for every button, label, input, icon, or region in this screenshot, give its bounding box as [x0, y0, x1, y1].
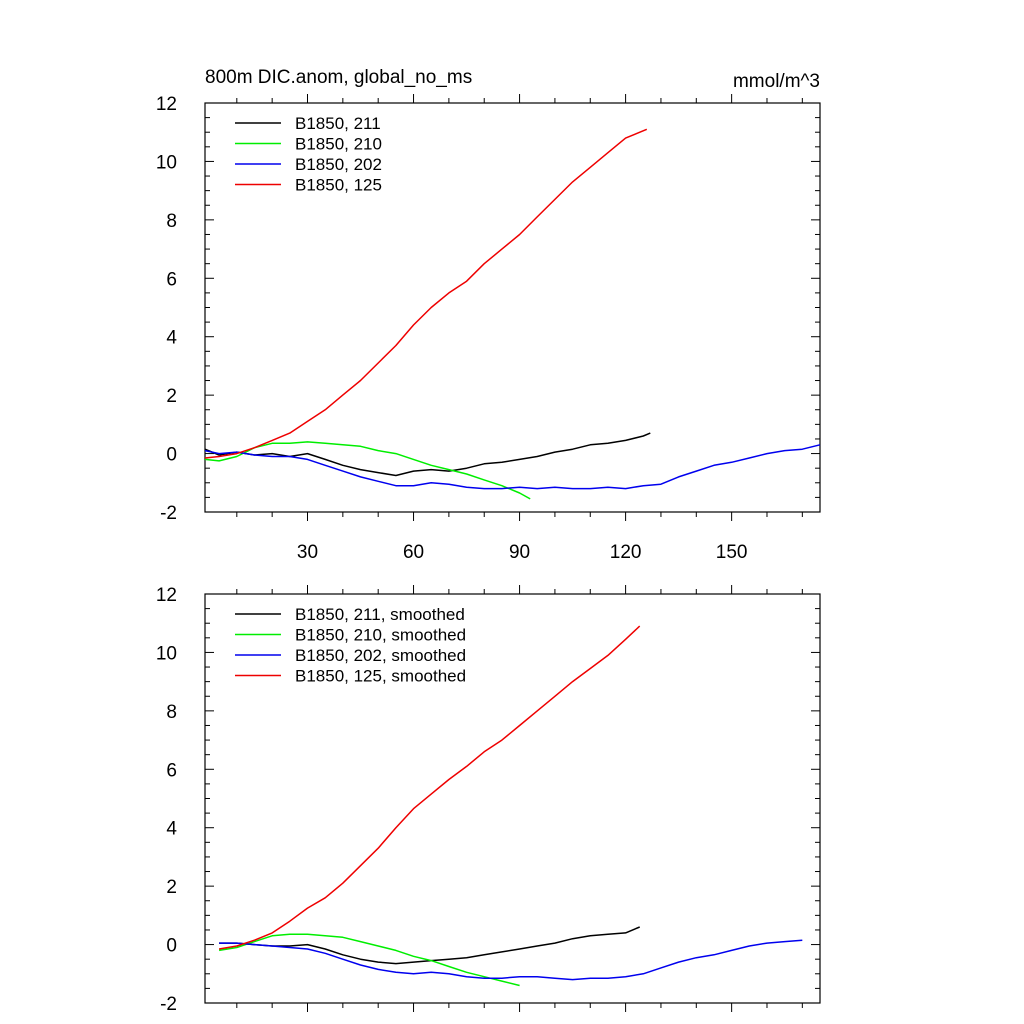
x-tick-label: 150 — [716, 542, 748, 563]
y-tick-label: 12 — [156, 585, 177, 606]
series-line — [219, 939, 803, 981]
series-line — [218, 625, 641, 950]
legend-label: B1850, 211, smoothed — [295, 605, 465, 624]
y-tick-label: 12 — [156, 94, 177, 115]
y-tick-label: 4 — [166, 328, 177, 349]
legend-label: B1850, 211 — [295, 114, 381, 133]
series-line — [204, 444, 821, 490]
legend-label: B1850, 125, smoothed — [295, 667, 466, 686]
y-tick-label: -2 — [160, 503, 177, 524]
y-tick-label: 8 — [166, 702, 177, 723]
series-line — [204, 432, 651, 477]
y-tick-label: 0 — [166, 936, 177, 957]
x-tick-label: 30 — [297, 542, 318, 563]
x-tick-label: 120 — [610, 542, 642, 563]
series-line — [204, 128, 648, 459]
y-tick-label: 4 — [166, 819, 177, 840]
y-tick-label: 10 — [156, 643, 177, 664]
panel-top: -2 0 2 4 6 8 10 12 30 60 90 120 150 800m DIC.anom, gl… — [156, 67, 821, 563]
y-tick-label: 10 — [156, 152, 177, 173]
y-tick-label: 2 — [166, 877, 177, 898]
legend-label: B1850, 202, smoothed — [295, 646, 466, 665]
series-line — [218, 933, 520, 987]
legend-label: B1850, 210, smoothed — [295, 626, 466, 645]
legend-label: B1850, 125 — [295, 176, 382, 195]
panel-bottom: -2 0 2 4 6 8 10 12 B1850, 211, smoothed B1850, 21… — [156, 585, 821, 1015]
legend-label: B1850, 202 — [295, 155, 382, 174]
y-tick-label: -2 — [160, 994, 177, 1015]
legend-label: B1850, 210 — [295, 135, 382, 154]
series-line — [219, 926, 640, 965]
x-tick-label: 60 — [403, 542, 424, 563]
y-tick-label: 6 — [166, 760, 177, 781]
y-tick-label: 2 — [166, 386, 177, 407]
units-label: mmol/m^3 — [733, 71, 820, 92]
x-tick-label: 90 — [509, 542, 530, 563]
y-tick-label: 0 — [166, 445, 177, 466]
chart-title: 800m DIC.anom, global_no_ms — [205, 67, 472, 88]
y-tick-label: 6 — [166, 269, 177, 290]
y-tick-label: 8 — [166, 211, 177, 232]
